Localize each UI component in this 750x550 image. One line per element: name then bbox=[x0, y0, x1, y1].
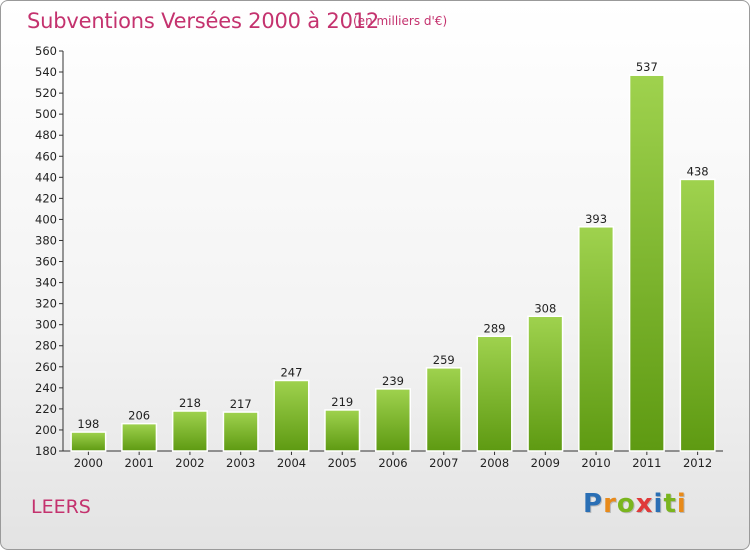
data-label-2009: 308 bbox=[534, 301, 556, 315]
bar-2004 bbox=[273, 379, 310, 452]
y-tick-label: 460 bbox=[35, 149, 57, 163]
y-tick-label: 260 bbox=[35, 360, 57, 374]
data-label-2012: 438 bbox=[687, 164, 709, 178]
y-tick-label: 400 bbox=[35, 212, 57, 226]
x-tick-label: 2002 bbox=[175, 456, 204, 470]
x-tick-label: 2011 bbox=[632, 456, 661, 470]
bars bbox=[70, 74, 716, 452]
x-tick-label: 2000 bbox=[74, 456, 103, 470]
logo-letter: r bbox=[603, 489, 617, 519]
axes: 180 200 220 240 260 280 300 320 340 360 380 400 420 4… bbox=[35, 44, 723, 470]
bar-2003 bbox=[222, 411, 259, 452]
y-tick-label: 280 bbox=[35, 339, 57, 353]
x-tick-label: 2008 bbox=[480, 456, 509, 470]
bar-2011 bbox=[628, 74, 665, 452]
data-label-2003: 217 bbox=[230, 397, 252, 411]
y-tick-label: 420 bbox=[35, 191, 57, 205]
y-tick-label: 540 bbox=[35, 65, 57, 79]
logo-letter: P bbox=[583, 489, 604, 519]
data-label-2007: 259 bbox=[433, 353, 455, 367]
commune-name: LEERS bbox=[31, 496, 91, 518]
data-label-2008: 289 bbox=[484, 321, 506, 335]
data-label-2004: 247 bbox=[280, 365, 302, 379]
y-tick-label: 560 bbox=[35, 44, 57, 58]
y-tick-label: 180 bbox=[35, 444, 57, 458]
bar-2010 bbox=[578, 226, 615, 452]
data-label-2006: 239 bbox=[382, 374, 404, 388]
bar-2007 bbox=[425, 367, 462, 452]
chart-title: Subventions Versées 2000 à 2012 bbox=[27, 9, 380, 33]
logo-letter: t bbox=[663, 489, 677, 519]
data-label-2002: 218 bbox=[179, 396, 201, 410]
bar-2001 bbox=[121, 422, 158, 452]
bar-2012 bbox=[679, 178, 716, 452]
x-tick-label: 2001 bbox=[125, 456, 154, 470]
bar-2008 bbox=[476, 335, 513, 452]
x-tick-label: 2012 bbox=[683, 456, 712, 470]
data-label-2005: 219 bbox=[331, 395, 353, 409]
bar-2005 bbox=[324, 409, 361, 452]
y-tick-label: 520 bbox=[35, 86, 57, 100]
x-tick-label: 2003 bbox=[226, 456, 255, 470]
x-tick-label: 2005 bbox=[328, 456, 357, 470]
chart-subtitle: (en milliers d'€) bbox=[353, 14, 448, 28]
y-tick-label: 380 bbox=[35, 233, 57, 247]
bar-2009 bbox=[527, 315, 564, 452]
logo-letter: o bbox=[616, 489, 636, 519]
bar-2006 bbox=[374, 388, 412, 452]
value-labels: 198 206 218 217 247 219 239 259 289 308 393 537 438 bbox=[77, 60, 708, 431]
x-tick-label: 2006 bbox=[378, 456, 407, 470]
proxiti-logo: Proxiti bbox=[583, 489, 687, 519]
data-label-2010: 393 bbox=[585, 212, 607, 226]
y-tick-label: 500 bbox=[35, 107, 57, 121]
y-tick-label: 320 bbox=[35, 297, 57, 311]
logo-letter: i bbox=[653, 489, 664, 519]
x-tick-label: 2009 bbox=[531, 456, 560, 470]
y-tick-label: 360 bbox=[35, 255, 57, 269]
data-label-2001: 206 bbox=[128, 409, 150, 423]
y-tick-label: 240 bbox=[35, 381, 57, 395]
x-tick-label: 2004 bbox=[277, 456, 306, 470]
x-tick-label: 2007 bbox=[429, 456, 458, 470]
data-label-2000: 198 bbox=[77, 417, 99, 431]
y-tick-label: 220 bbox=[35, 402, 57, 416]
bar-2000 bbox=[70, 431, 107, 452]
bar-2002 bbox=[171, 410, 208, 452]
logo-letter: i bbox=[676, 489, 687, 519]
y-tick-label: 340 bbox=[35, 276, 57, 290]
logo-letter: x bbox=[635, 489, 654, 519]
y-tick-label: 480 bbox=[35, 128, 57, 142]
x-tick-label: 2010 bbox=[581, 456, 610, 470]
y-tick-label: 300 bbox=[35, 318, 57, 332]
data-label-2011: 537 bbox=[636, 60, 658, 74]
y-tick-label: 200 bbox=[35, 423, 57, 437]
y-tick-label: 440 bbox=[35, 170, 57, 184]
